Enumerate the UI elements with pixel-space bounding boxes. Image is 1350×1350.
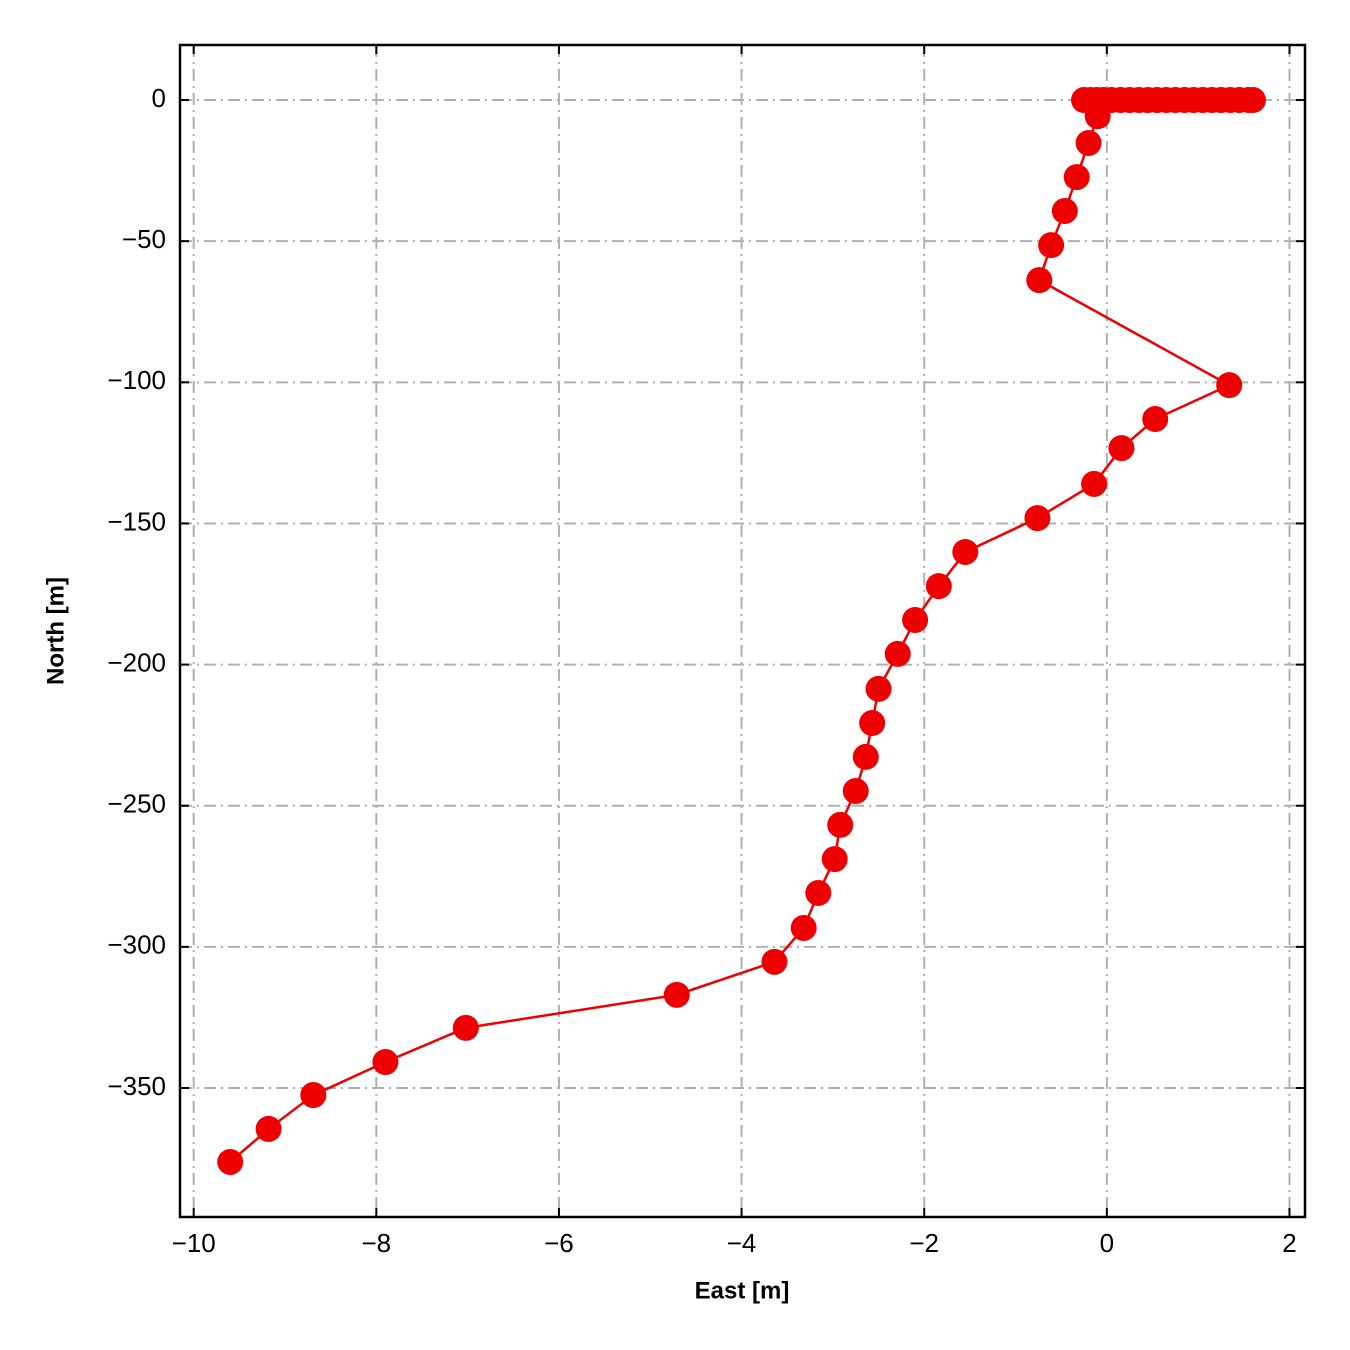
point [1075,129,1102,156]
x-tick-label: −2 [909,1228,939,1258]
point [1026,267,1053,294]
point [925,573,952,600]
x-tick-label: −10 [172,1228,216,1258]
point [805,879,832,906]
point [1038,232,1065,259]
y-tick-label: −50 [122,224,166,254]
point [1081,470,1108,497]
point [827,811,854,838]
point [884,640,911,667]
point [902,606,929,633]
point [217,1148,244,1175]
point [859,710,886,737]
y-tick-label: −150 [107,506,166,536]
point [790,914,817,941]
point [865,675,892,702]
point [1142,406,1169,433]
point [1216,372,1243,399]
point [952,538,979,565]
y-tick-label: −200 [107,647,166,677]
x-tick-label: −6 [544,1228,574,1258]
x-axis-label: East [m] [695,1277,790,1304]
x-tick-label: 2 [1282,1228,1296,1258]
point [842,778,869,805]
y-tick-label: −250 [107,789,166,819]
point [1051,197,1078,224]
x-tick-label: −8 [361,1228,391,1258]
y-axis-label: North [m] [42,577,69,685]
y-tick-label: −300 [107,930,166,960]
point [372,1049,399,1076]
point [300,1082,327,1109]
x-tick-label: 0 [1100,1228,1114,1258]
y-tick-label: 0 [152,83,166,113]
y-tick-label: −100 [107,365,166,395]
point [852,743,879,770]
point [1024,505,1051,532]
point [452,1014,479,1041]
point [1063,164,1090,191]
x-tick-label: −4 [727,1228,757,1258]
y-tick-label: −350 [107,1071,166,1101]
point [821,846,848,873]
point [1108,435,1135,462]
point [1239,87,1266,114]
point [255,1115,282,1142]
point [761,948,788,975]
plot-frame [178,43,1307,1219]
point [663,981,690,1008]
